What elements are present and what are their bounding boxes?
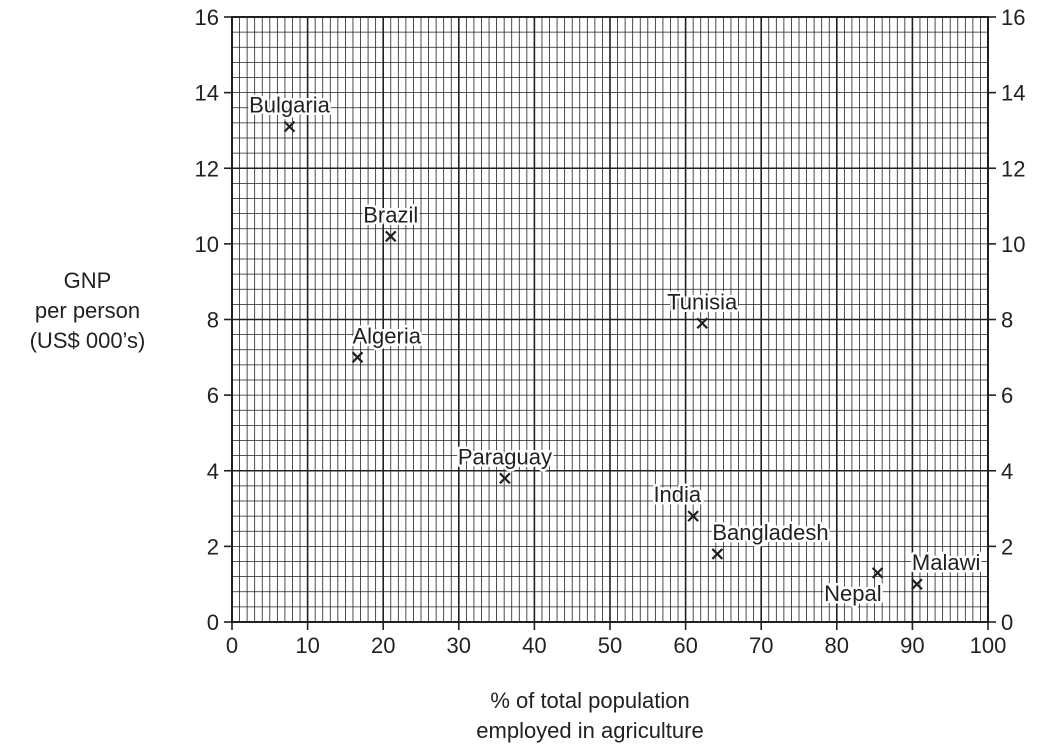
x-axis-title: % of total population employed in agricu… <box>410 686 770 746</box>
x-axis-title-line: % of total population <box>490 688 690 713</box>
point-label: Bulgaria <box>249 93 330 118</box>
x-tick-label: 80 <box>825 633 849 658</box>
data-point-marker <box>911 578 923 590</box>
y-tick-label-right: 4 <box>1001 459 1013 484</box>
data-point-marker <box>711 548 724 560</box>
cross-mark <box>283 120 296 133</box>
y-tick-label: 8 <box>207 308 219 333</box>
cross-mark <box>696 317 709 330</box>
data-point-marker <box>687 510 699 522</box>
y-tick-label: 16 <box>195 5 219 30</box>
x-axis-title-line: employed in agriculture <box>476 718 704 743</box>
x-tick-label: 90 <box>900 633 924 658</box>
data-point-marker <box>499 472 511 485</box>
point-label: India <box>653 482 701 507</box>
x-tick-label: 60 <box>673 633 697 658</box>
y-tick-label: 12 <box>195 156 219 181</box>
cross-mark <box>871 567 884 579</box>
y-axis-title: GNP per person (US$ 000’s) <box>0 266 175 356</box>
point-label: Malawi <box>912 550 980 575</box>
y-tick-label-right: 16 <box>1001 5 1025 30</box>
y-tick-label: 10 <box>195 232 219 257</box>
y-tick-label: 2 <box>207 534 219 559</box>
data-point-marker <box>283 120 296 133</box>
y-tick-label-right: 8 <box>1001 308 1013 333</box>
x-tick-label: 40 <box>522 633 546 658</box>
y-tick-label-right: 6 <box>1001 383 1013 408</box>
cross-mark <box>384 230 397 243</box>
y-tick-label: 0 <box>207 610 219 635</box>
cross-mark <box>711 548 724 560</box>
x-tick-label: 20 <box>371 633 395 658</box>
y-tick-label-right: 2 <box>1001 534 1013 559</box>
y-axis-title-line: (US$ 000’s) <box>29 328 146 353</box>
y-tick-label-right: 14 <box>1001 81 1025 106</box>
x-tick-label: 100 <box>970 633 1007 658</box>
y-tick-label: 6 <box>207 383 219 408</box>
point-label: Tunisia <box>667 289 738 314</box>
cross-mark <box>687 510 699 522</box>
y-tick-label-right: 0 <box>1001 610 1013 635</box>
x-tick-label: 10 <box>295 633 319 658</box>
point-label: Bangladesh <box>712 520 828 545</box>
point-label: Brazil <box>363 202 418 227</box>
y-tick-label-right: 10 <box>1001 232 1025 257</box>
y-tick-label-right: 12 <box>1001 156 1025 181</box>
cross-mark <box>499 472 511 485</box>
x-tick-label: 50 <box>598 633 622 658</box>
y-tick-label: 4 <box>207 459 219 484</box>
x-tick-label: 30 <box>447 633 471 658</box>
y-axis-title-line: per person <box>34 298 141 323</box>
cross-mark <box>911 578 923 590</box>
y-axis-title-line: GNP <box>63 268 112 293</box>
y-tick-label: 14 <box>195 81 219 106</box>
data-point-marker <box>871 567 884 579</box>
cross-mark <box>351 351 364 364</box>
data-point-marker <box>351 351 364 364</box>
point-label: Algeria <box>352 323 421 348</box>
x-tick-label: 0 <box>226 633 238 658</box>
point-label: Paraguay <box>458 444 552 469</box>
x-tick-label: 70 <box>749 633 773 658</box>
data-point-marker <box>696 317 709 330</box>
point-label: Nepal <box>824 581 881 606</box>
data-point-marker <box>384 230 397 243</box>
